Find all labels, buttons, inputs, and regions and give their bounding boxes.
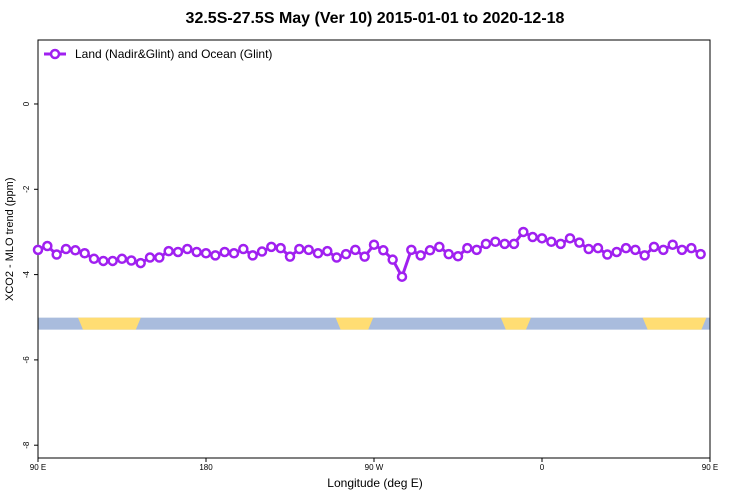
data-point: [574, 237, 585, 248]
data-point: [284, 251, 296, 262]
data-point: [322, 245, 333, 257]
y-tick-label: 0: [22, 101, 31, 106]
data-point: [79, 248, 90, 259]
data-point: [275, 242, 286, 254]
data-point: [406, 244, 417, 256]
data-point: [424, 245, 436, 256]
data-point: [639, 250, 650, 261]
data-point: [396, 271, 408, 282]
data-point: [518, 226, 529, 238]
data-point: [648, 241, 660, 253]
data-point: [686, 242, 697, 254]
data-point: [676, 244, 688, 256]
data-point: [126, 255, 137, 266]
data-point: [443, 248, 454, 260]
data-point: [32, 244, 44, 256]
x-tick-label: 90 E: [30, 463, 46, 472]
data-point: [527, 231, 538, 243]
data-point: [350, 244, 361, 256]
data-point: [471, 244, 482, 256]
data-point: [368, 239, 380, 250]
land-ocean-band: [38, 317, 710, 330]
data-point: [508, 238, 520, 250]
data-point: [536, 233, 548, 244]
y-axis-ticks: 0 -2 -4 -6 -8: [22, 101, 38, 449]
y-tick-label: -4: [22, 270, 31, 278]
data-point: [490, 236, 501, 247]
data-point: [611, 246, 622, 258]
ocean-band: [38, 317, 710, 330]
data-point: [564, 233, 576, 244]
data-point: [210, 250, 221, 261]
data-point: [60, 243, 72, 255]
y-tick-label: -6: [22, 356, 31, 364]
data-point: [546, 236, 557, 247]
data-point: [434, 241, 445, 253]
y-tick-label: -8: [22, 441, 31, 449]
data-point: [191, 246, 202, 258]
x-axis-ticks: 90 E 180 90 W 0 90 E: [30, 458, 718, 472]
x-tick-label: 180: [199, 463, 213, 472]
data-point: [415, 250, 426, 261]
x-tick-label: 0: [540, 463, 545, 472]
data-point: [228, 248, 240, 259]
data-point: [256, 246, 268, 257]
series-layer: [32, 226, 706, 282]
land-segment: [335, 317, 374, 330]
x-axis-label: Longitude (deg E): [327, 476, 423, 490]
data-point: [592, 242, 604, 254]
legend: Land (Nadir&Glint) and Ocean (Glint): [44, 47, 272, 61]
data-point: [378, 245, 389, 256]
land-segment: [500, 317, 531, 330]
data-point: [331, 252, 342, 263]
data-point: [452, 251, 464, 262]
data-point: [144, 252, 156, 263]
data-point: [658, 244, 669, 256]
data-point: [359, 251, 370, 262]
data-point: [42, 240, 53, 252]
x-tick-label: 90 E: [702, 463, 718, 472]
data-point: [219, 246, 230, 258]
data-point: [462, 242, 473, 254]
data-point: [695, 248, 706, 260]
data-point: [51, 249, 62, 260]
data-point: [667, 239, 678, 250]
chart-title: 32.5S-27.5S May (Ver 10) 2015-01-01 to 2…: [185, 10, 565, 27]
legend-entry-label: Land (Nadir&Glint) and Ocean (Glint): [75, 47, 272, 61]
data-point: [70, 245, 81, 256]
data-point: [303, 244, 314, 256]
data-point: [88, 253, 100, 265]
data-point: [116, 253, 128, 265]
data-point: [107, 255, 118, 267]
data-point: [499, 238, 510, 250]
y-tick-label: -2: [22, 185, 31, 193]
data-point: [583, 243, 594, 255]
data-point: [555, 238, 566, 250]
series-line: [37, 229, 702, 281]
land-segment: [78, 317, 141, 330]
data-point: [154, 252, 165, 263]
data-point: [480, 238, 492, 250]
data-point: [98, 255, 109, 267]
data-point: [135, 257, 146, 269]
data-point: [163, 245, 174, 257]
data-point: [630, 244, 641, 256]
data-point: [200, 248, 212, 259]
land-segment: [642, 317, 707, 330]
data-point: [247, 250, 258, 261]
data-point: [620, 242, 632, 254]
data-point: [172, 246, 184, 258]
legend-marker-swatch: [49, 48, 61, 60]
data-point: [312, 248, 324, 259]
data-point: [387, 254, 398, 265]
data-point: [266, 241, 277, 253]
data-point: [602, 249, 613, 260]
data-point: [340, 248, 352, 260]
x-tick-label: 90 W: [365, 463, 384, 472]
data-point: [182, 243, 193, 255]
data-point: [238, 243, 249, 255]
data-point: [294, 243, 305, 255]
